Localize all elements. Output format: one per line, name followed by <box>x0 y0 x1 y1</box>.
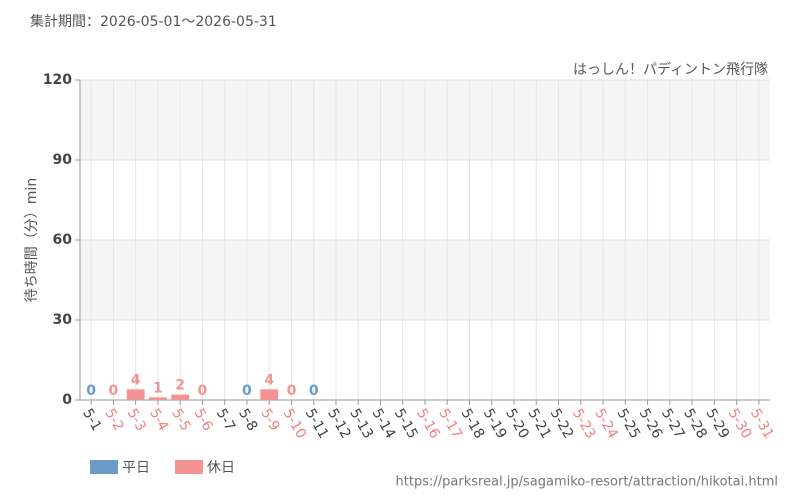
y-tick-label: 60 <box>53 232 73 248</box>
x-tick-label: 5-3 <box>124 406 149 434</box>
value-label: 4 <box>131 372 141 388</box>
y-axis-label: 待ち時間（分）min <box>24 178 40 302</box>
x-tick-label: 5-31 <box>747 406 777 442</box>
x-tick-label: 5-1 <box>79 406 104 434</box>
y-tick-label: 30 <box>53 312 73 328</box>
legend-swatch <box>175 460 203 474</box>
header: 集計期間：2026-05-01～2026-05-31 <box>30 13 277 30</box>
value-label: 0 <box>242 383 252 399</box>
value-label: 0 <box>287 383 297 399</box>
legend-label: 休日 <box>207 460 235 476</box>
x-tick-label: 5-7 <box>213 406 238 434</box>
value-label: 0 <box>86 383 96 399</box>
legend-swatch <box>90 460 118 474</box>
value-label: 0 <box>109 383 119 399</box>
value-label: 0 <box>198 383 208 399</box>
y-tick-label: 0 <box>62 392 72 408</box>
bar <box>126 389 145 400</box>
x-tick-label: 5-5 <box>168 406 193 434</box>
bar <box>171 394 190 400</box>
value-label: 1 <box>153 380 163 396</box>
source-url: https://parksreal.jp/sagamiko-resort/att… <box>396 475 778 490</box>
bar <box>260 389 279 400</box>
x-tick-label: 5-2 <box>101 406 126 434</box>
y-tick-label: 90 <box>53 152 73 168</box>
bar <box>149 397 167 400</box>
value-label: 4 <box>264 372 274 388</box>
x-tick-label: 5-6 <box>190 406 215 434</box>
chart-title: はっしん！パディントン飛行隊 <box>573 61 768 78</box>
x-tick-label: 5-9 <box>257 406 282 434</box>
y-tick-label: 120 <box>43 72 72 88</box>
x-tick-label: 5-4 <box>146 406 171 434</box>
legend-label: 平日 <box>122 460 150 476</box>
value-label: 0 <box>309 383 319 399</box>
value-label: 2 <box>175 378 185 394</box>
x-tick-label: 5-8 <box>235 406 260 434</box>
